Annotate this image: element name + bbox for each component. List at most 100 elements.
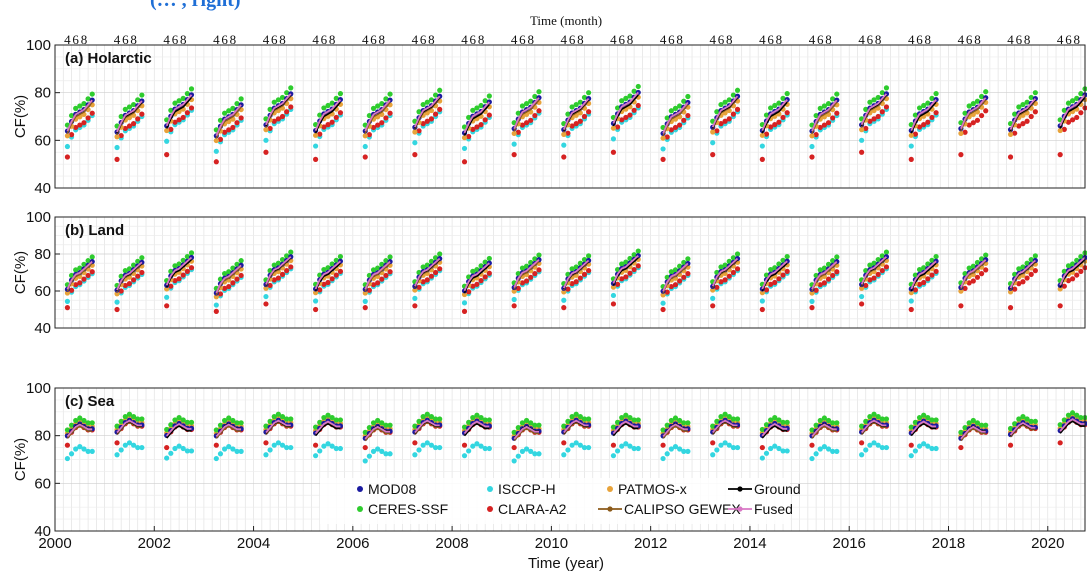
point-ceres-ssf: [184, 253, 190, 260]
point-ceres-ssf: [428, 414, 435, 420]
y-tick-label: 40: [34, 523, 51, 540]
point-clara-a2: [586, 268, 592, 274]
point-ceres-ssf: [871, 411, 877, 417]
point-ceres-ssf: [478, 263, 484, 269]
point-isccp-h: [412, 295, 418, 301]
point-ceres-ssf: [714, 269, 720, 276]
series-line-calipso-gewex: [265, 421, 291, 435]
point-isccp-h: [660, 146, 666, 152]
legend-swatch: [607, 506, 613, 512]
point-ceres-ssf: [184, 91, 190, 97]
point-isccp-h: [710, 140, 716, 146]
point-clara-a2: [929, 272, 935, 278]
point-clara-a2: [213, 159, 219, 165]
series-line-fused: [66, 99, 93, 132]
point-ceres-ssf: [859, 423, 865, 429]
point-clara-a2: [677, 122, 683, 128]
point-clara-a2: [635, 263, 641, 269]
point-clara-a2: [333, 114, 339, 121]
series-line-calipso-gewex: [364, 101, 391, 134]
x-tick-label: 2006: [336, 535, 369, 552]
point-ceres-ssf: [722, 262, 728, 268]
point-ceres-ssf: [139, 255, 145, 261]
point-clara-a2: [1065, 119, 1072, 125]
top-month-tick-label: 6: [618, 32, 625, 47]
point-isccp-h: [734, 444, 741, 451]
point-ceres-ssf: [916, 266, 923, 273]
point-patmos-x: [412, 287, 418, 293]
point-isccp-h: [660, 300, 666, 306]
top-month-tick-label: 4: [163, 32, 170, 47]
point-clara-a2: [130, 277, 137, 283]
point-ceres-ssf: [635, 83, 641, 90]
point-ceres-ssf: [565, 271, 571, 277]
point-ceres-ssf: [581, 416, 588, 422]
point-patmos-x: [561, 289, 567, 295]
point-clara-a2: [188, 265, 195, 271]
point-isccp-h: [809, 455, 815, 462]
point-clara-a2: [1024, 275, 1030, 281]
point-ceres-ssf: [577, 414, 583, 420]
y-axis-label-land: CF(%): [12, 251, 29, 294]
point-ceres-ssf: [515, 271, 521, 277]
point-ceres-ssf: [776, 417, 782, 423]
point-clara-a2: [1057, 303, 1063, 309]
point-ceres-ssf: [375, 265, 381, 271]
point-clara-a2: [412, 440, 418, 446]
point-isccp-h: [64, 455, 71, 462]
point-clara-a2: [114, 156, 120, 162]
point-isccp-h: [139, 444, 145, 451]
point-ceres-ssf: [1078, 253, 1084, 260]
point-ceres-ssf: [1069, 98, 1076, 104]
point-ceres-ssf: [474, 412, 480, 418]
y-axis-label-sea: CF(%): [12, 438, 29, 481]
point-isccp-h: [569, 442, 575, 448]
point-isccp-h: [461, 300, 468, 306]
series-line-calipso-gewex: [414, 421, 440, 435]
point-clara-a2: [333, 272, 339, 278]
point-ceres-ssf: [631, 417, 637, 423]
series-line-fused: [166, 422, 192, 437]
series-line-calipso-gewex: [960, 427, 986, 442]
point-clara-a2: [279, 271, 286, 277]
point-ceres-ssf: [734, 251, 741, 257]
point-ceres-ssf: [221, 110, 228, 116]
point-ceres-ssf: [685, 420, 691, 426]
point-clara-a2: [230, 124, 236, 131]
point-ceres-ssf: [321, 266, 327, 273]
series-line-fused: [265, 256, 292, 285]
point-clara-a2: [983, 267, 989, 273]
point-clara-a2: [81, 120, 87, 126]
point-clara-a2: [466, 289, 472, 295]
top-month-tick-label: 8: [974, 32, 981, 47]
point-ceres-ssf: [912, 419, 919, 425]
point-clara-a2: [561, 154, 567, 160]
point-clara-a2: [718, 279, 724, 285]
point-ceres-ssf: [1078, 414, 1084, 421]
point-isccp-h: [610, 136, 617, 142]
top-month-tick-label: 8: [875, 32, 882, 47]
point-ceres-ssf: [432, 255, 439, 261]
point-ceres-ssf: [81, 417, 87, 424]
point-ceres-ssf: [532, 93, 538, 100]
point-isccp-h: [470, 443, 476, 449]
point-clara-a2: [859, 301, 865, 307]
top-month-tick-label: 4: [709, 32, 716, 47]
point-clara-a2: [879, 268, 885, 274]
series-line-ground: [910, 101, 937, 134]
point-clara-a2: [784, 110, 790, 116]
point-ceres-ssf: [68, 112, 75, 119]
point-ceres-ssf: [1074, 412, 1080, 418]
point-clara-a2: [77, 122, 83, 128]
point-isccp-h: [85, 448, 91, 454]
point-ceres-ssf: [221, 417, 228, 424]
point-ceres-ssf: [1032, 418, 1038, 424]
point-clara-a2: [172, 119, 178, 125]
point-clara-a2: [921, 122, 927, 128]
series-line-calipso-gewex: [811, 101, 838, 134]
point-clara-a2: [809, 305, 815, 311]
point-isccp-h: [776, 445, 782, 452]
point-clara-a2: [912, 131, 919, 137]
point-isccp-h: [511, 141, 517, 147]
point-clara-a2: [1012, 286, 1018, 292]
